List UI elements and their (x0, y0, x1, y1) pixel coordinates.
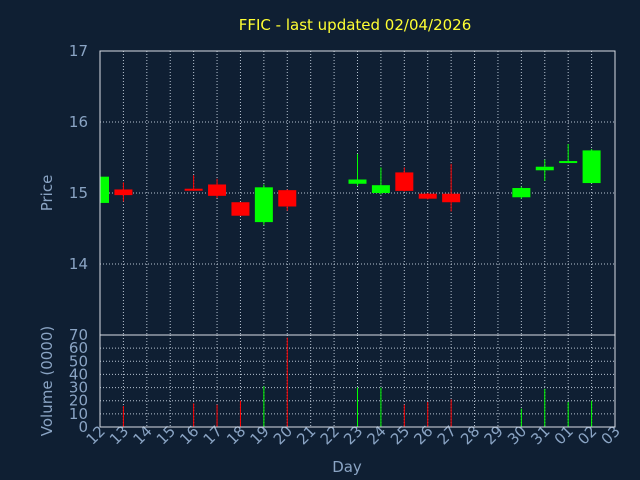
candle-body (184, 188, 203, 191)
price-tick-label: 17 (69, 42, 88, 60)
candle-body (535, 166, 554, 171)
volume-tick-label: 0 (78, 418, 88, 436)
volume-tick-label: 20 (69, 392, 88, 410)
x-axis-label: Day (332, 458, 362, 476)
chart-title: FFIC - last updated 02/04/2026 (239, 16, 472, 34)
volume-tick-label: 60 (69, 339, 88, 357)
candle-body (418, 193, 437, 199)
volume-tick-label: 40 (69, 365, 88, 383)
candle-body (231, 202, 250, 216)
candle-body (208, 184, 227, 196)
candle-body (559, 161, 578, 164)
volume-tick-label: 10 (69, 405, 88, 423)
volume-axis-label: Volume (0000) (38, 326, 56, 436)
price-tick-label: 15 (69, 184, 88, 202)
candle-body (371, 185, 390, 193)
candle-body (442, 193, 461, 203)
price-tick-label: 16 (69, 113, 88, 131)
candle-body (582, 150, 601, 184)
candle-body (512, 188, 531, 198)
price-tick-label: 14 (69, 255, 88, 273)
volume-tick-label: 70 (69, 326, 88, 344)
volume-tick-label: 50 (69, 352, 88, 370)
candle-body (100, 176, 109, 203)
volume-tick-label: 30 (69, 379, 88, 397)
candle-body (395, 172, 414, 191)
candle-body (348, 179, 367, 184)
price-axis-label: Price (38, 175, 56, 212)
candle-body (278, 190, 297, 207)
candle-body (114, 189, 133, 196)
candle-body (254, 187, 273, 223)
volume-panel-frame (99, 334, 616, 428)
